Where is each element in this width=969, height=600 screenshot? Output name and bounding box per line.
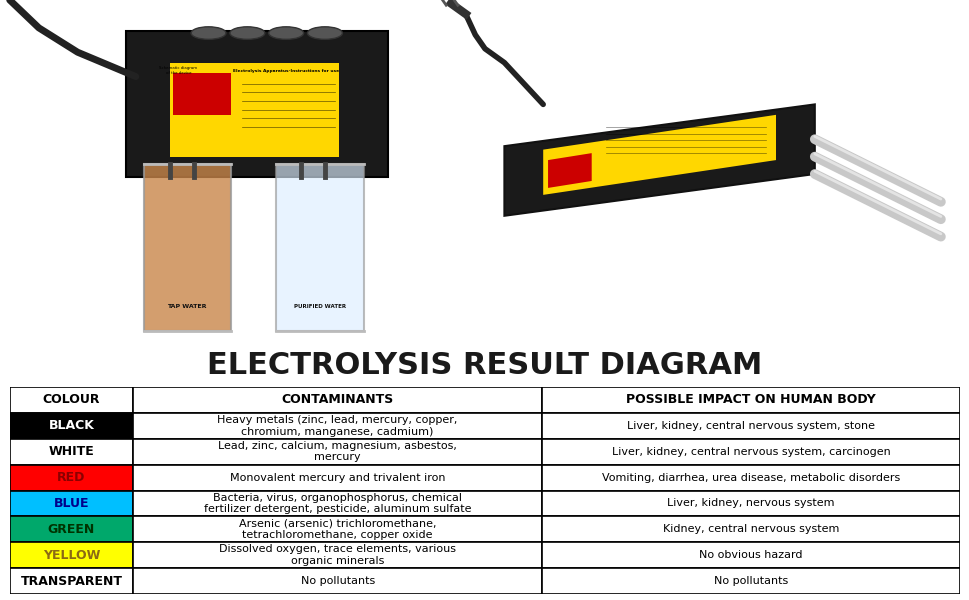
Bar xyxy=(542,464,959,491)
Text: Liver, kidney, central nervous system, stone: Liver, kidney, central nervous system, s… xyxy=(627,421,874,431)
Text: Liver, kidney, central nervous system, carcinogen: Liver, kidney, central nervous system, c… xyxy=(611,446,890,457)
Text: Lead, zinc, calcium, magnesium, asbestos,
mercury: Lead, zinc, calcium, magnesium, asbestos… xyxy=(218,441,456,463)
Bar xyxy=(10,542,133,568)
Text: Bacteria, virus, organophosphorus, chemical
fertilizer detergent, pesticide, alu: Bacteria, virus, organophosphorus, chemi… xyxy=(203,493,471,514)
Text: TRANSPARENT: TRANSPARENT xyxy=(20,575,122,587)
Text: Liver, kidney, nervous system: Liver, kidney, nervous system xyxy=(667,499,834,508)
Bar xyxy=(133,491,542,517)
Text: No pollutants: No pollutants xyxy=(713,576,788,586)
Text: PURIFIED WATER: PURIFIED WATER xyxy=(294,304,346,309)
Text: GREEN: GREEN xyxy=(47,523,95,536)
Text: BLACK: BLACK xyxy=(48,419,94,433)
Circle shape xyxy=(191,27,226,40)
FancyBboxPatch shape xyxy=(172,73,231,115)
Text: COLOUR: COLOUR xyxy=(43,394,100,406)
Bar xyxy=(10,491,133,517)
Text: POSSIBLE IMPACT ON HUMAN BODY: POSSIBLE IMPACT ON HUMAN BODY xyxy=(626,394,875,406)
FancyBboxPatch shape xyxy=(126,31,388,178)
Polygon shape xyxy=(504,104,814,216)
Bar xyxy=(10,387,133,413)
Bar xyxy=(542,387,959,413)
Bar xyxy=(10,568,133,594)
Bar xyxy=(542,491,959,517)
Bar xyxy=(133,568,542,594)
Bar xyxy=(542,413,959,439)
Bar xyxy=(10,413,133,439)
Bar xyxy=(133,464,542,491)
Text: CONTAMINANTS: CONTAMINANTS xyxy=(281,394,393,406)
FancyBboxPatch shape xyxy=(143,164,231,331)
Circle shape xyxy=(268,27,303,40)
Text: Heavy metals (zinc, lead, mercury, copper,
chromium, manganese, cadmium): Heavy metals (zinc, lead, mercury, coppe… xyxy=(217,415,457,437)
Bar xyxy=(133,542,542,568)
FancyBboxPatch shape xyxy=(170,62,339,157)
Bar xyxy=(542,439,959,464)
Text: Vomiting, diarrhea, urea disease, metabolic disorders: Vomiting, diarrhea, urea disease, metabo… xyxy=(602,473,899,482)
Text: BLUE: BLUE xyxy=(53,497,89,510)
FancyBboxPatch shape xyxy=(276,164,363,331)
Bar xyxy=(542,517,959,542)
Bar xyxy=(133,413,542,439)
Bar xyxy=(542,568,959,594)
Polygon shape xyxy=(543,115,775,195)
Bar xyxy=(10,464,133,491)
Bar xyxy=(542,542,959,568)
Text: ELECTROLYSIS RESULT DIAGRAM: ELECTROLYSIS RESULT DIAGRAM xyxy=(207,352,762,380)
Text: Arsenic (arsenic) trichloromethane,
tetrachloromethane, copper oxide: Arsenic (arsenic) trichloromethane, tetr… xyxy=(238,518,436,540)
Bar xyxy=(10,439,133,464)
Text: of the device: of the device xyxy=(166,71,191,75)
Bar xyxy=(10,517,133,542)
Text: Monovalent mercury and trivalent iron: Monovalent mercury and trivalent iron xyxy=(230,473,445,482)
Text: WHITE: WHITE xyxy=(48,445,94,458)
Text: YELLOW: YELLOW xyxy=(43,548,100,562)
Bar xyxy=(133,439,542,464)
Bar xyxy=(133,387,542,413)
Circle shape xyxy=(307,27,342,40)
Circle shape xyxy=(230,27,265,40)
Text: Kidney, central nervous system: Kidney, central nervous system xyxy=(662,524,838,535)
Text: No pollutants: No pollutants xyxy=(300,576,374,586)
Text: TAP WATER: TAP WATER xyxy=(168,304,206,309)
Bar xyxy=(133,517,542,542)
Polygon shape xyxy=(547,153,591,188)
Text: Dissolved oxygen, trace elements, various
organic minerals: Dissolved oxygen, trace elements, variou… xyxy=(219,544,455,566)
Text: No obvious hazard: No obvious hazard xyxy=(699,550,802,560)
Text: RED: RED xyxy=(57,471,85,484)
Text: Electrolysis Apparatus-Instructions for use: Electrolysis Apparatus-Instructions for … xyxy=(233,70,339,73)
Text: Schematic diagram: Schematic diagram xyxy=(159,66,198,70)
